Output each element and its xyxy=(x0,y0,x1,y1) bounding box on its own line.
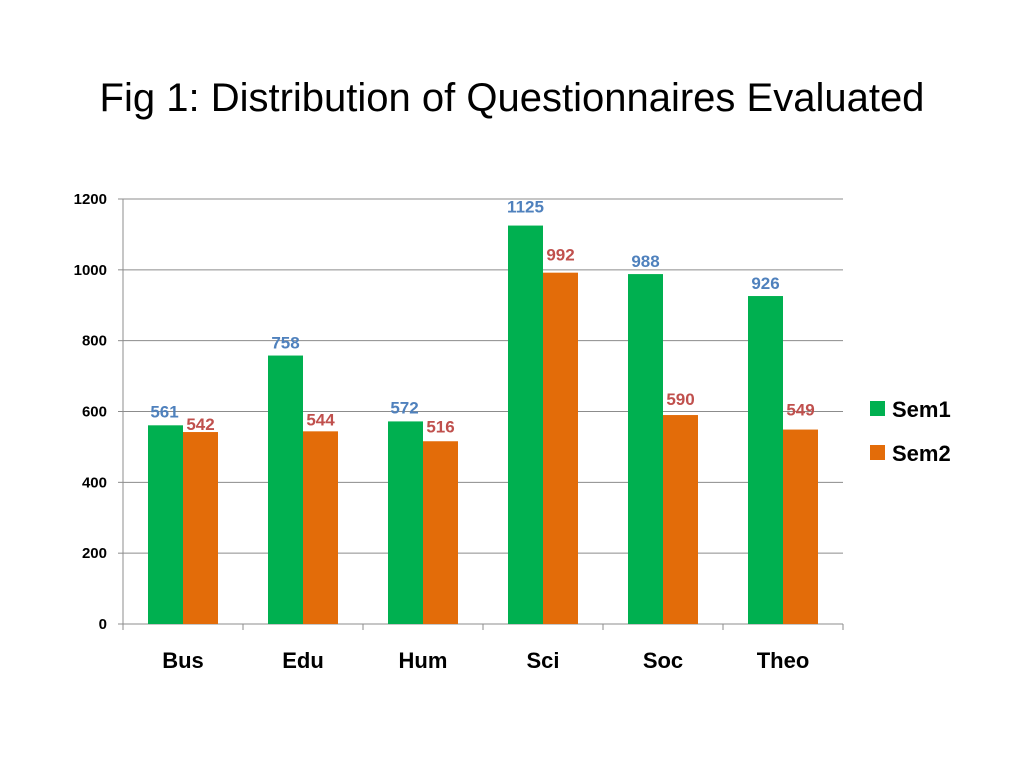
x-category-label: Bus xyxy=(162,648,204,673)
data-labels: 561 542 758 544 572 516 1125 992 988 590 926 549 xyxy=(150,198,814,437)
slide-title: Fig 1: Distribution of Questionnaires Ev… xyxy=(99,76,925,120)
data-label-sem1-soc: 988 xyxy=(631,252,659,271)
y-tick-label: 800 xyxy=(82,333,107,350)
data-label-sem2-sci: 992 xyxy=(546,246,574,265)
gridlines xyxy=(123,198,843,554)
y-tick-label: 200 xyxy=(82,545,107,562)
data-label-sem1-sci: 1125 xyxy=(507,198,544,217)
bar-sem1-sci xyxy=(508,225,543,624)
data-label-sem1-theo: 926 xyxy=(751,274,779,293)
bar-sem2-sci xyxy=(543,272,578,624)
bars xyxy=(148,225,818,624)
data-label-sem1-bus: 561 xyxy=(150,402,178,421)
x-category-label: Theo xyxy=(757,648,810,673)
y-tick-label: 1200 xyxy=(74,191,107,208)
x-category-label: Soc xyxy=(643,648,683,673)
data-label-sem1-edu: 758 xyxy=(271,334,299,353)
legend-swatch-sem1 xyxy=(870,401,885,416)
x-category-label: Hum xyxy=(399,648,448,673)
data-label-sem2-edu: 544 xyxy=(306,410,335,429)
legend: Sem1 Sem2 xyxy=(870,397,951,466)
bar-sem2-hum xyxy=(423,441,458,624)
x-category-label: Edu xyxy=(282,648,324,673)
y-tick-label: 1000 xyxy=(74,262,107,279)
bar-sem2-bus xyxy=(183,432,218,624)
y-tick-labels: 0 200 400 600 800 1000 1200 xyxy=(74,191,107,633)
data-label-sem2-soc: 590 xyxy=(666,390,694,409)
bar-sem2-theo xyxy=(783,429,818,624)
data-label-sem1-hum: 572 xyxy=(390,398,418,417)
y-tick-label: 600 xyxy=(82,404,107,421)
bar-sem1-hum xyxy=(388,421,423,624)
axes xyxy=(118,198,844,630)
bar-sem1-edu xyxy=(268,355,303,624)
data-label-sem2-bus: 542 xyxy=(186,415,214,434)
legend-swatch-sem2 xyxy=(870,445,885,460)
x-category-label: Sci xyxy=(526,648,559,673)
legend-label-sem2: Sem2 xyxy=(892,441,951,466)
bar-sem1-theo xyxy=(748,296,783,624)
x-category-labels: Bus Edu Hum Sci Soc Theo xyxy=(162,648,809,673)
bar-sem1-bus xyxy=(148,425,183,624)
bar-sem2-edu xyxy=(303,431,338,624)
y-tick-label: 0 xyxy=(99,616,107,633)
legend-label-sem1: Sem1 xyxy=(892,397,951,422)
data-label-sem2-hum: 516 xyxy=(426,417,454,436)
bar-sem2-soc xyxy=(663,415,698,624)
data-label-sem2-theo: 549 xyxy=(786,401,814,420)
y-tick-label: 400 xyxy=(82,474,107,491)
bar-sem1-soc xyxy=(628,274,663,624)
